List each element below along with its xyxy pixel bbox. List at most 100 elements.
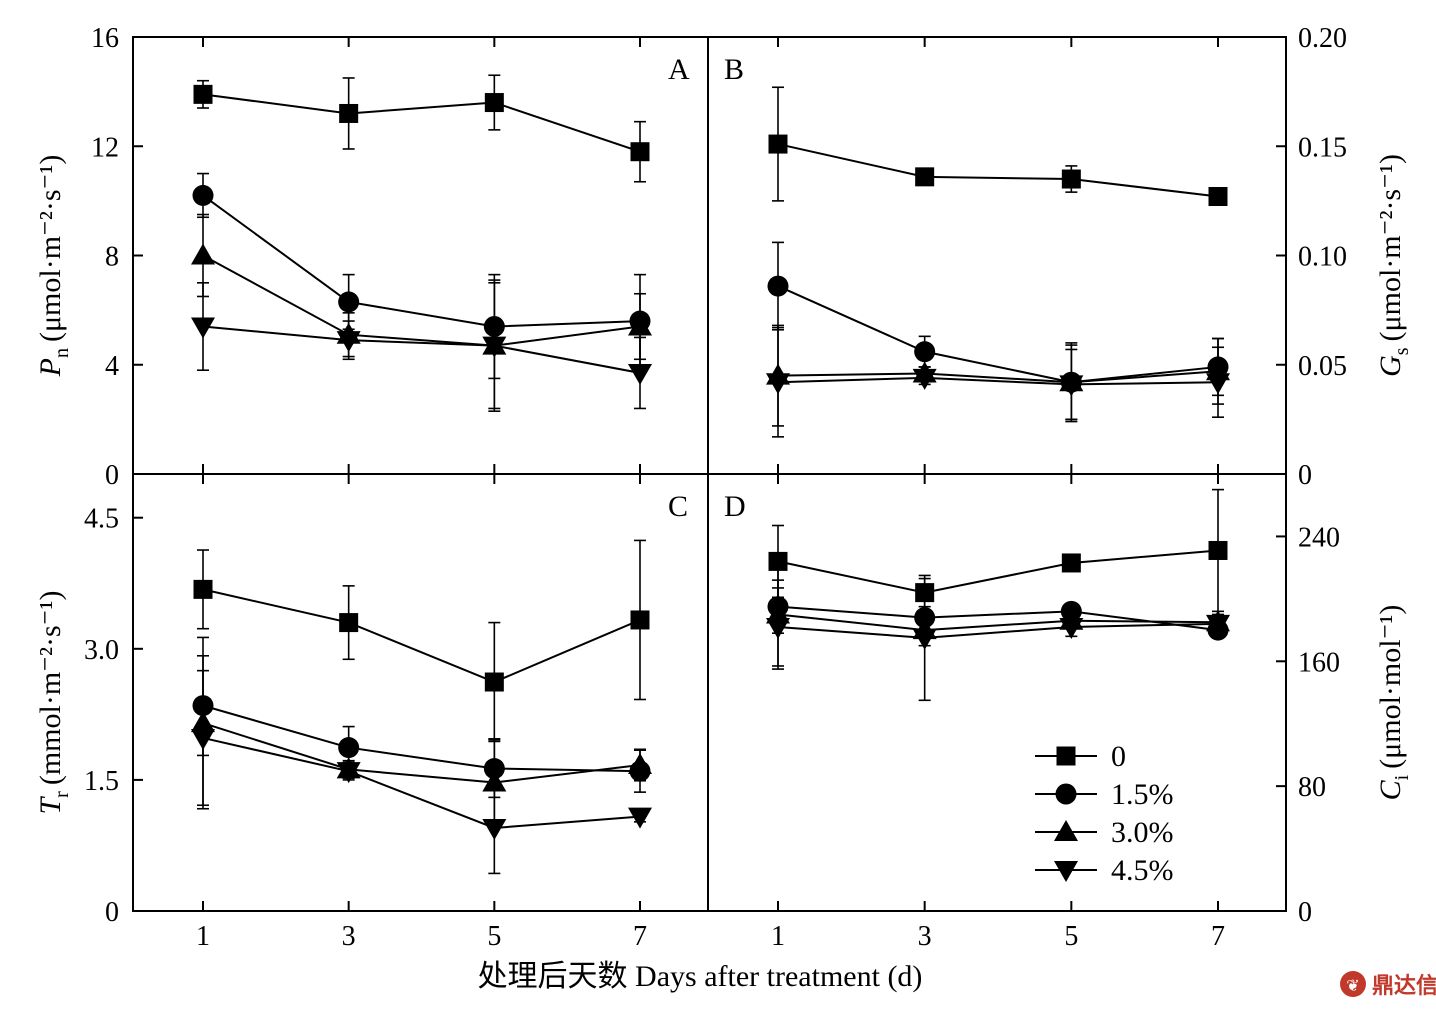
series-line (777, 376, 1219, 386)
panel-D-ytick-label: 160 (1298, 647, 1340, 678)
legend-marker (1054, 820, 1078, 841)
data-point (1061, 553, 1081, 573)
legend-label: 3.0% (1111, 816, 1174, 849)
series-line (777, 605, 1219, 632)
panel-B-ytick-label: 0.20 (1298, 23, 1347, 54)
series-line (202, 704, 641, 773)
panel-A-ytick-label: 8 (105, 242, 119, 273)
data-point (1059, 375, 1084, 397)
panel-B-ytick-label: 0.15 (1298, 132, 1347, 163)
panel-B-series-1.5% (767, 241, 1229, 423)
series-layer (191, 74, 1230, 875)
panel-A-ytick-label: 0 (105, 460, 119, 491)
data-point (191, 728, 215, 750)
legend-label: 4.5% (1111, 854, 1174, 887)
data-point (1206, 373, 1230, 395)
legend-marker (1054, 861, 1078, 882)
data-point (912, 628, 937, 650)
panel-B-ytick-label: 0.10 (1298, 242, 1347, 273)
data-point (767, 275, 789, 297)
series-line (202, 194, 641, 328)
labels-layer: A Pn(μmol·m⁻²·s⁻¹) B Gs(μmol·m⁻²·s⁻¹) C Tr(mm… (34, 53, 1413, 815)
panel-D-label: D (724, 490, 746, 523)
axis-ticks: 048121600.050.100.150.2001.53.04.5080160… (84, 23, 1347, 952)
legend-entry-1.5%: 1.5% (1035, 778, 1174, 811)
data-point (1059, 617, 1084, 639)
xtick-label: 7 (633, 921, 647, 952)
panel-C-series-4.5% (191, 669, 652, 875)
data-point (768, 134, 788, 154)
x-axis-label: 处理后天数 Days after treatment (d) (478, 960, 923, 993)
data-point (484, 93, 504, 113)
series-line (777, 285, 1219, 384)
legend-marker (1056, 746, 1076, 766)
panel-A-ytick-label: 16 (91, 23, 119, 54)
series-line (202, 722, 641, 784)
data-point (630, 142, 650, 162)
panel-C-label: C (668, 490, 688, 523)
watermark-logo-glyph: ❦ (1346, 976, 1359, 995)
data-point (628, 807, 652, 829)
data-point (191, 243, 215, 265)
series-line (202, 254, 641, 347)
series-line (777, 622, 1219, 639)
series-line (202, 588, 641, 684)
data-point (1208, 187, 1228, 207)
series-line (202, 736, 641, 829)
data-point (766, 617, 790, 639)
panel-B-series-4.5% (766, 326, 1230, 438)
panel-A-series-3.0% (191, 213, 652, 410)
panel-B-y-axis-label: Gs(μmol·m⁻²·s⁻¹) (1374, 154, 1413, 377)
series-line (202, 325, 641, 374)
xtick-label: 3 (342, 921, 356, 952)
series-line (777, 143, 1219, 198)
panel-A-label: A (668, 53, 690, 86)
panel-C-series-3.0% (191, 636, 652, 828)
series-line (777, 613, 1219, 632)
data-point (482, 336, 507, 358)
watermark: ❦ 鼎达信 (1340, 971, 1436, 999)
data-point (914, 341, 936, 363)
data-point (336, 331, 361, 353)
legend-entry-4.5%: 4.5% (1035, 854, 1174, 887)
legend-entry-0: 0 (1035, 740, 1126, 773)
panel-D-ytick-label: 240 (1298, 522, 1340, 553)
watermark-logo-icon (1340, 971, 1366, 997)
panel-D-series-4.5% (766, 574, 1230, 702)
panel-B-ytick-label: 0 (1298, 460, 1312, 491)
panel-A-y-axis-label: Pn(μmol·m⁻²·s⁻¹) (34, 155, 73, 378)
panel-A-ytick-label: 12 (91, 132, 119, 163)
watermark-text: 鼎达信 (1372, 973, 1436, 999)
data-point (482, 818, 507, 840)
panel-B-label: B (724, 53, 744, 86)
xtick-label: 7 (1211, 921, 1225, 952)
panel-D-series-0 (768, 488, 1228, 613)
panel-C-ytick-label: 3.0 (84, 635, 119, 666)
data-point (912, 368, 937, 390)
data-point (336, 762, 361, 784)
panel-C-series-0 (193, 539, 650, 743)
panel-B-series-3.0% (766, 324, 1230, 427)
data-point (1208, 540, 1228, 560)
panel-C-y-axis-label: Tr(mmol·m⁻²·s⁻¹) (34, 591, 73, 815)
data-point (484, 672, 504, 692)
panel-B-ytick-label: 0.05 (1298, 351, 1347, 382)
data-point (339, 103, 359, 123)
xtick-label: 1 (771, 921, 785, 952)
panel-C-ytick-label: 1.5 (84, 766, 119, 797)
data-point (193, 579, 213, 599)
xtick-label: 5 (1064, 921, 1078, 952)
data-point (630, 610, 650, 630)
data-point (339, 613, 359, 633)
panel-A-series-4.5% (191, 279, 652, 412)
data-point (482, 770, 507, 792)
data-point (766, 373, 790, 395)
legend-label: 1.5% (1111, 778, 1174, 811)
panel-A-series-0 (193, 74, 650, 183)
legend-label: 0 (1111, 740, 1126, 773)
panel-A-ytick-label: 4 (105, 351, 119, 382)
data-point (193, 84, 213, 104)
series-line (202, 93, 641, 153)
